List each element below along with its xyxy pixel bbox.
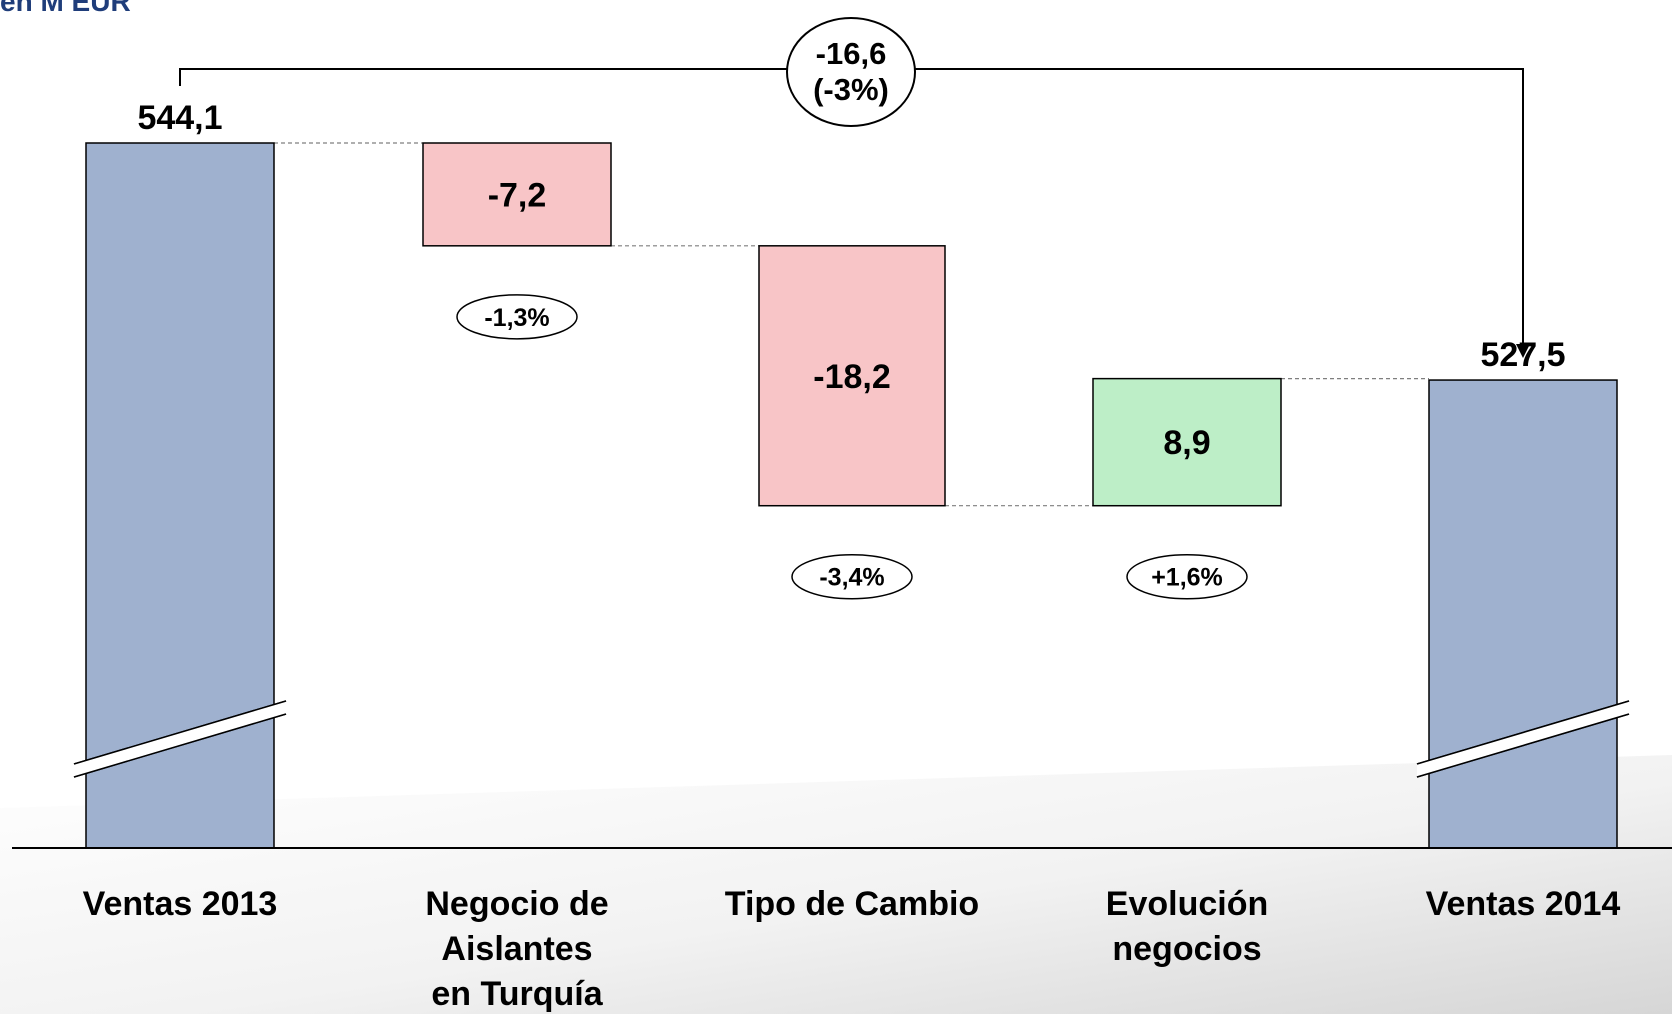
pct-ellipse-4 xyxy=(1126,553,1248,600)
pct-ellipse-3 xyxy=(791,553,913,600)
bar-4 xyxy=(1092,377,1282,507)
value-label-3: -18,2 xyxy=(813,358,891,396)
category-label-1: Ventas 2013 xyxy=(82,885,278,923)
total-change-value: -16,6 xyxy=(816,36,887,71)
page-title: en M EUR xyxy=(0,0,131,17)
value-label-4: 8,9 xyxy=(1163,424,1210,462)
total-change-pct: (-3%) xyxy=(813,72,889,107)
axis-break-edge-5-2 xyxy=(1416,713,1630,778)
pct-label-3: -3,4% xyxy=(819,564,884,592)
bar-3 xyxy=(758,245,946,507)
pct-ellipse-2 xyxy=(456,294,578,340)
value-label-2: -7,2 xyxy=(488,176,547,214)
total-change-arrowhead xyxy=(1516,344,1530,359)
category-label-2: Negocio de Aislantes en Turquía xyxy=(425,885,609,1013)
bar-1 xyxy=(85,142,275,849)
bar-2 xyxy=(422,142,612,247)
axis-break-gap-5 xyxy=(1417,701,1629,777)
axis-break-edge-1-1 xyxy=(73,700,287,765)
bar-5 xyxy=(1428,379,1618,849)
category-label-4: Evolución negocios xyxy=(1105,885,1269,968)
category-label-5: Ventas 2014 xyxy=(1425,885,1621,923)
category-label-3: Tipo de Cambio xyxy=(724,885,980,923)
axis-break-edge-1-2 xyxy=(73,713,287,778)
pct-label-4: +1,6% xyxy=(1151,564,1223,592)
total-change-ellipse xyxy=(786,17,916,127)
axis-break-edge-5-1 xyxy=(1416,700,1630,765)
axis-break-gap-1 xyxy=(74,701,286,777)
value-label-1: 544,1 xyxy=(137,99,222,137)
pct-label-2: -1,3% xyxy=(484,304,549,332)
